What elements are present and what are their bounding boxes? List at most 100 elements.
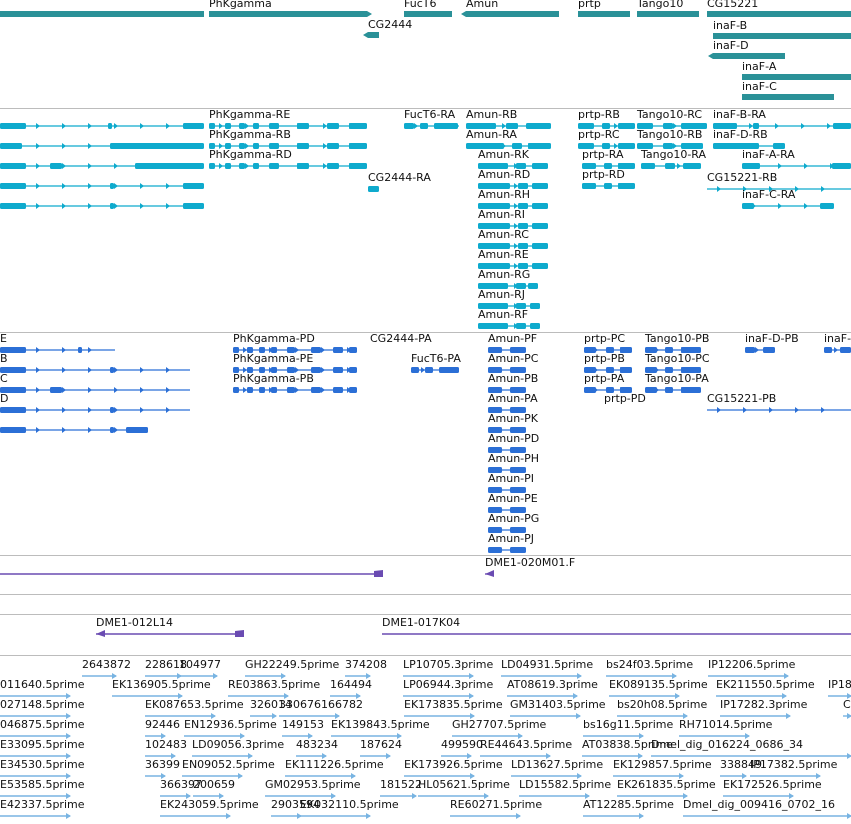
feature-prtp-ra[interactable] — [582, 163, 635, 169]
feature-amun-ri[interactable] — [478, 223, 548, 229]
feature-inaf-c[interactable] — [742, 94, 834, 100]
feature-c[interactable] — [0, 387, 190, 393]
feature-phkgamma-re[interactable] — [209, 123, 367, 129]
est-feature-046875-5prime[interactable] — [0, 733, 71, 739]
feature-amun-ra[interactable] — [466, 143, 551, 149]
feature-unnamed[interactable] — [0, 11, 204, 17]
est-feature-ld04931-5prime[interactable] — [501, 673, 582, 679]
est-feature-gm31403-5prime[interactable] — [510, 713, 581, 719]
track-genes[interactable]: PhKgamma CG2444 FucT6 Amun prtp Tango10 CG1522… — [0, 0, 851, 108]
est-feature-bs24f03-5prime[interactable] — [606, 673, 677, 679]
est-feature-ek173926-5prime[interactable] — [404, 773, 475, 779]
feature-cg15221-rb[interactable] — [707, 186, 851, 192]
feature-tango10-pc[interactable] — [645, 367, 701, 373]
est-feature-499590[interactable] — [441, 753, 472, 759]
est-feature-at03838-5prime[interactable] — [582, 753, 643, 759]
feature-inaf-a-ra[interactable] — [742, 163, 851, 169]
est-feature-e53585-5prime[interactable] — [0, 793, 71, 799]
est-feature-ld15582-5prime[interactable] — [519, 793, 590, 799]
feature-amun-pi[interactable] — [488, 487, 526, 493]
feature-prtp[interactable] — [578, 11, 630, 17]
feature-amun-pj[interactable] — [488, 547, 526, 553]
feature-phkgamma-pe[interactable] — [233, 367, 357, 373]
feature-amun-pc[interactable] — [488, 367, 526, 373]
feature-d[interactable] — [0, 407, 190, 413]
est-feature-330676166782[interactable] — [279, 713, 340, 719]
feature-tango10-ra[interactable] — [641, 163, 701, 169]
est-feature-ek172526-5prime[interactable] — [723, 793, 794, 799]
est-feature-e34530-5prime[interactable] — [0, 773, 71, 779]
est-feature-gm02953-5prime[interactable] — [265, 793, 336, 799]
est-feature-at08619-3prime[interactable] — [507, 693, 578, 699]
feature-b[interactable] — [0, 367, 190, 373]
feature-cg2444-ra[interactable] — [368, 186, 379, 192]
feature-phkgamma-rb[interactable] — [209, 143, 367, 149]
est-feature-ld13627-5prime[interactable] — [511, 773, 582, 779]
clone-feature-dme1-020m01-f[interactable] — [485, 570, 494, 577]
est-feature-027148-5prime[interactable] — [0, 713, 71, 719]
feature-tango10-rb[interactable] — [637, 143, 703, 149]
track-clones_b[interactable] — [0, 595, 851, 614]
feature-fuct6-ra[interactable] — [404, 123, 459, 129]
feature-amun-pf[interactable] — [488, 347, 526, 353]
clone-feature-unnamed[interactable] — [0, 570, 383, 577]
est-feature-ip17382-5prime[interactable] — [750, 773, 821, 779]
feature-phkgamma-pd[interactable] — [233, 347, 357, 353]
feature-inaf-c-ra[interactable] — [742, 203, 834, 209]
est-feature-ek211550-5prime[interactable] — [716, 693, 787, 699]
feature-unnamed[interactable] — [0, 143, 204, 149]
feature-inaf-d-pb[interactable] — [745, 347, 775, 353]
est-feature-en09052-5prime[interactable] — [182, 773, 243, 779]
feature-amun-rb[interactable] — [466, 123, 551, 129]
feature-unnamed[interactable] — [0, 183, 204, 189]
feature-unnamed[interactable] — [0, 203, 204, 209]
est-feature-bs16g11-5prime[interactable] — [583, 733, 644, 739]
est-feature-ek087653-5prime[interactable] — [145, 713, 216, 719]
est-feature-re60271-5prime[interactable] — [450, 813, 521, 819]
est-feature-lp06944-3prime[interactable] — [403, 693, 474, 699]
feature-amun-pb[interactable] — [488, 387, 526, 393]
est-feature-dmel-dig-009416-0702-16[interactable] — [683, 813, 851, 819]
feature-amun-pa[interactable] — [488, 407, 526, 413]
est-feature-dmel-dig-016224-0686-34[interactable] — [651, 753, 851, 759]
est-feature-ek111226-5prime[interactable] — [285, 773, 356, 779]
feature-amun-rj[interactable] — [478, 303, 540, 309]
feature-amun-rk[interactable] — [478, 163, 548, 169]
est-feature-ek261835-5prime[interactable] — [617, 793, 688, 799]
est-feature-re03863-5prime[interactable] — [228, 693, 289, 699]
feature-amun-rc[interactable] — [478, 243, 548, 249]
est-feature-at12285-5prime[interactable] — [583, 813, 644, 819]
feature-amun[interactable] — [461, 11, 559, 17]
est-feature-326014[interactable] — [250, 713, 277, 719]
est-feature-lp10705-3prime[interactable] — [403, 673, 474, 679]
feature-inaf-b[interactable] — [713, 33, 851, 39]
est-feature-483234[interactable] — [296, 753, 327, 759]
feature-tango10[interactable] — [637, 11, 699, 17]
est-feature-164494[interactable] — [330, 693, 361, 699]
est-feature-gh22249-5prime[interactable] — [245, 673, 286, 679]
feature-prtp-rb[interactable] — [578, 123, 635, 129]
feature-unnamed[interactable] — [0, 123, 204, 129]
feature-inaf-d[interactable] — [708, 53, 785, 59]
est-feature-187624[interactable] — [360, 753, 391, 759]
est-feature-102483[interactable] — [145, 753, 176, 759]
feature-cg15221-pb[interactable] — [707, 407, 851, 413]
est-feature-e33095-5prime[interactable] — [0, 753, 71, 759]
clone-feature-dme1-012l14[interactable] — [96, 630, 244, 637]
feature-amun-pd[interactable] — [488, 447, 526, 453]
feature-prtp-pb[interactable] — [584, 367, 632, 373]
est-feature-011640-5prime[interactable] — [0, 693, 71, 699]
est-feature-bs20h08-5prime[interactable] — [617, 713, 688, 719]
feature-inaf-b-ra[interactable] — [713, 123, 851, 129]
est-feature-ek089135-5prime[interactable] — [609, 693, 680, 699]
est-feature-hl05621-5prime[interactable] — [418, 793, 489, 799]
feature-amun-rg[interactable] — [478, 283, 538, 289]
est-feature-149153[interactable] — [282, 733, 313, 739]
feature-amun-rf[interactable] — [478, 323, 540, 329]
track-clones_c[interactable]: DME1-012L14 DME1-017K04 — [0, 615, 851, 655]
feature-amun-re[interactable] — [478, 263, 548, 269]
feature-amun-rd[interactable] — [478, 183, 548, 189]
est-feature-92446[interactable] — [145, 733, 166, 739]
est-feature-ip12206-5prime[interactable] — [708, 673, 789, 679]
